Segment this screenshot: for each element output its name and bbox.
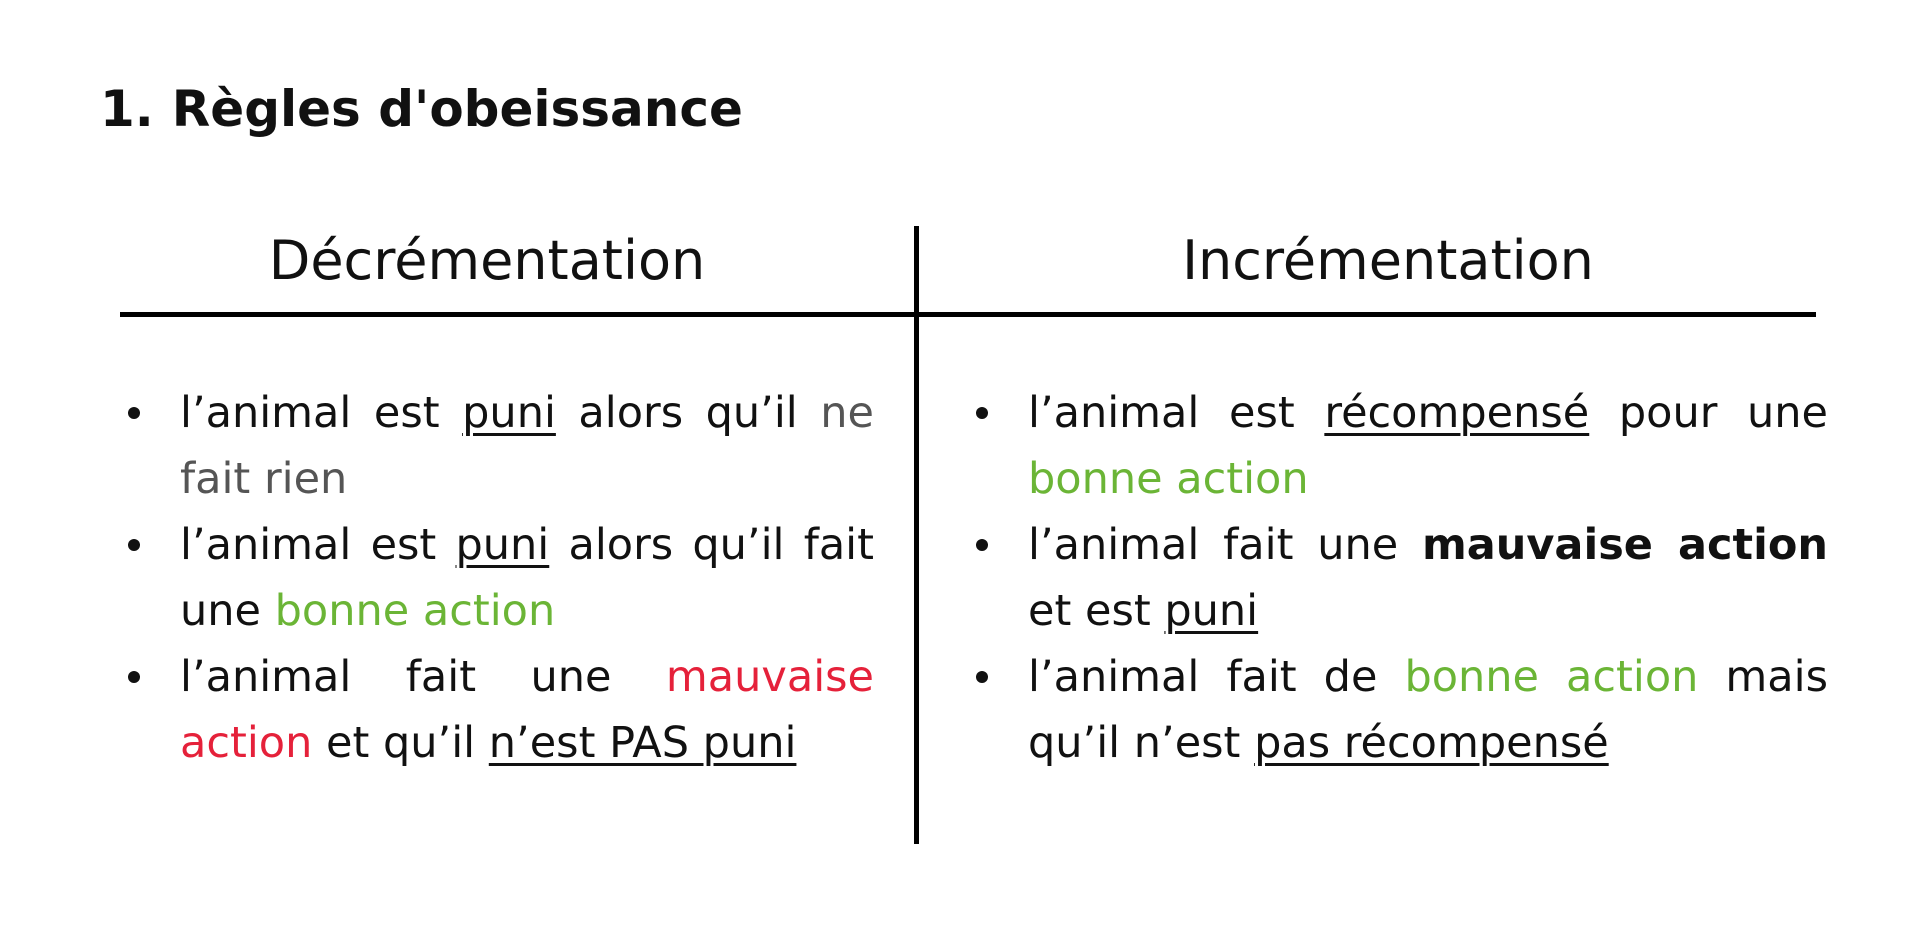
item-text: puni [455, 520, 550, 570]
item-text: alors qu’il fait une [180, 520, 874, 636]
item-text: et qu’il [312, 718, 489, 768]
title-text: Règles d'obeissance [171, 80, 743, 138]
bullet-icon [128, 539, 140, 551]
list-item: l’animal fait de bonne action mais qu’il… [972, 644, 1828, 776]
bullet-icon [976, 407, 988, 419]
column-header-incrementation: Incrémentation [1182, 229, 1594, 292]
item-text: n’est PAS puni [488, 718, 797, 768]
item-text: mauvaise action [1421, 520, 1828, 570]
column-header-decrementation: Décrémentation [268, 229, 706, 292]
item-text: l’animal fait une [180, 652, 666, 702]
bullet-icon [976, 539, 988, 551]
list-item: l’animal est récompensé pour une bonne a… [972, 380, 1828, 512]
item-text: l’animal fait une [1028, 520, 1422, 570]
item-text: pas récompensé [1254, 718, 1609, 768]
item-text: puni [462, 388, 556, 438]
item-text: ne fait rien [180, 388, 874, 504]
item-text: puni [1164, 586, 1259, 636]
bullet-icon [128, 407, 140, 419]
item-text: l’animal est [1028, 388, 1325, 438]
incrementation-list: l’animal est récompensé pour une bonne a… [972, 380, 1828, 776]
list-item: l’animal fait une mauvaise action et qu’… [124, 644, 874, 776]
item-text: alors qu’il [555, 388, 821, 438]
item-text: mais qu’il n’est [1028, 652, 1829, 768]
horizontal-divider [120, 312, 1816, 317]
item-text: l’animal est [180, 520, 456, 570]
item-text: l’animal fait de [1028, 652, 1405, 702]
item-text: et est [1028, 586, 1165, 636]
decrementation-list: l’animal est puni alors qu’il ne fait ri… [124, 380, 874, 776]
page-title: 1. Règles d'obeissance [100, 76, 743, 142]
vertical-divider [914, 226, 919, 844]
list-item: l’animal est puni alors qu’il ne fait ri… [124, 380, 874, 512]
item-text: bonne action [1404, 652, 1699, 702]
list-item: l’animal fait une mauvaise action et est… [972, 512, 1828, 644]
item-text: bonne action [1028, 454, 1309, 504]
title-number: 1. [100, 80, 154, 138]
list-item: l’animal est puni alors qu’il fait une b… [124, 512, 874, 644]
item-text: pour une [1589, 388, 1828, 438]
bullet-icon [976, 671, 988, 683]
item-text: l’animal est [180, 388, 463, 438]
item-text: bonne action [274, 586, 556, 636]
item-text: mauvaise action [180, 652, 874, 768]
item-text: récompensé [1324, 388, 1590, 438]
bullet-icon [128, 671, 140, 683]
